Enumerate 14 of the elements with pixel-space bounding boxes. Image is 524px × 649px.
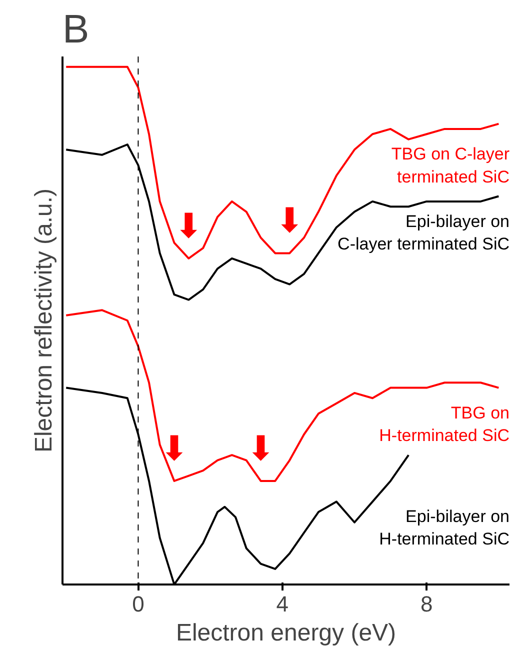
series-label: TBG on C-layer terminated SiC xyxy=(391,144,510,186)
y-axis-title: Electron reflectivity (a.u.) xyxy=(30,188,58,453)
series-label: Epi-bilayer on C-layer terminated SiC xyxy=(338,212,510,254)
chart-title: B xyxy=(62,8,90,52)
series-label: Epi-bilayer on H-terminated SiC xyxy=(379,506,510,549)
x-tick-label: 0 xyxy=(132,592,144,616)
series-label: TBG on H-terminated SiC xyxy=(379,403,510,446)
annotation: ⬇ xyxy=(174,206,203,246)
annotation: ⬇ xyxy=(160,428,189,469)
x-axis-title: Electron energy (eV) xyxy=(176,620,396,646)
x-tick-label: 8 xyxy=(420,592,433,616)
annotation: ⬇ xyxy=(275,201,304,242)
x-tick-label: 4 xyxy=(276,592,289,616)
annotation: ⬇ xyxy=(246,428,276,469)
